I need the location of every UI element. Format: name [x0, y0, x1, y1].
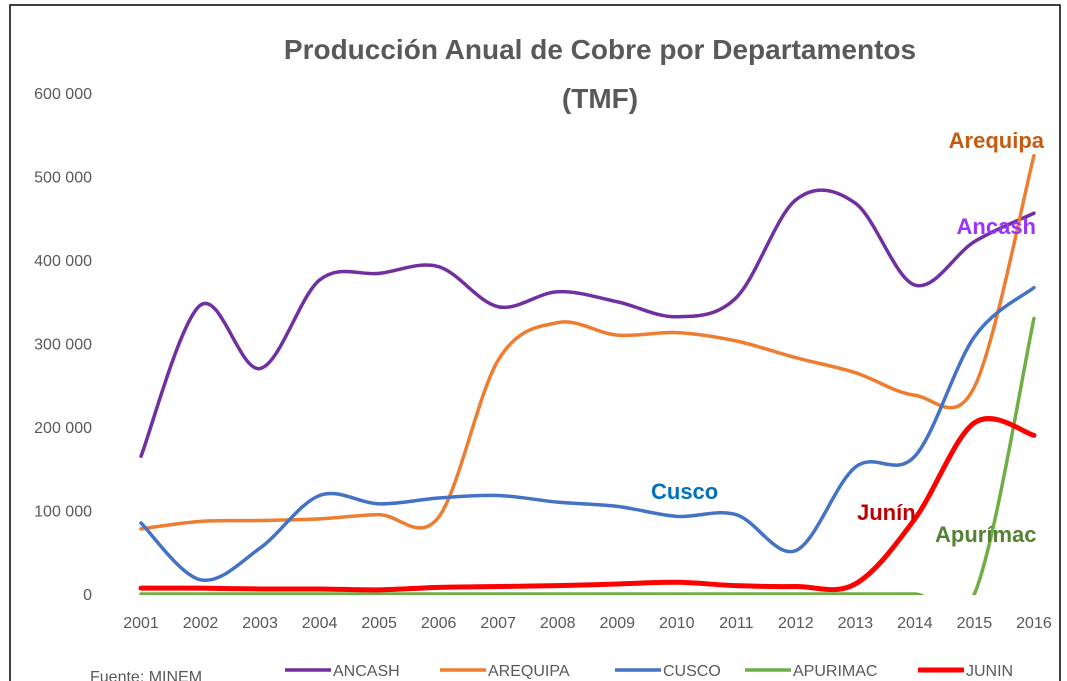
x-tick-label: 2007 [480, 615, 516, 632]
series-line [138, 416, 1037, 593]
y-tick-label: 500 000 [34, 170, 92, 187]
x-tick-label: 2002 [183, 615, 219, 632]
x-tick-label: 2009 [599, 615, 635, 632]
source-note: Fuente: MINEM [90, 669, 202, 681]
legend-label: APURIMAC [793, 663, 877, 680]
series-line [139, 285, 1036, 583]
x-tick-label: 2016 [1016, 615, 1052, 632]
chart-title: Producción Anual de Cobre por Departamen… [284, 34, 916, 65]
legend-label: JUNIN [966, 663, 1013, 680]
x-tick-label: 2006 [421, 615, 457, 632]
annotation: Cusco [651, 479, 718, 504]
legend-label: CUSCO [663, 663, 721, 680]
series-line [139, 153, 1036, 531]
annotation: Apurímac [935, 522, 1036, 547]
plot-area [138, 153, 1037, 595]
chart-frame [9, 4, 1061, 681]
y-tick-label: 100 000 [34, 504, 92, 521]
x-tick-label: 2001 [123, 615, 159, 632]
x-tick-label: 2005 [361, 615, 397, 632]
series-line [139, 188, 1036, 458]
y-tick-label: 0 [83, 587, 92, 604]
x-tick-label: 2011 [719, 615, 754, 632]
y-tick-label: 600 000 [34, 86, 92, 103]
legend-label: AREQUIPA [488, 663, 570, 680]
x-tick-label: 2004 [302, 615, 338, 632]
x-tick-label: 2010 [659, 615, 695, 632]
y-tick-label: 200 000 [34, 420, 92, 437]
x-tick-label: 2012 [778, 615, 814, 632]
y-tick-label: 300 000 [34, 337, 92, 354]
chart-subtitle: (TMF) [562, 83, 638, 114]
y-tick-label: 400 000 [34, 253, 92, 270]
series-line [139, 316, 1036, 595]
legend-label: ANCASH [333, 663, 400, 680]
x-tick-label: 2008 [540, 615, 576, 632]
x-tick-label: 2013 [838, 615, 874, 632]
x-tick-label: 2003 [242, 615, 278, 632]
x-tick-label: 2014 [897, 615, 933, 632]
annotation: Junín [857, 500, 916, 525]
annotation: Ancash [957, 214, 1036, 239]
x-tick-label: 2015 [957, 615, 993, 632]
annotation: Arequipa [949, 128, 1045, 153]
